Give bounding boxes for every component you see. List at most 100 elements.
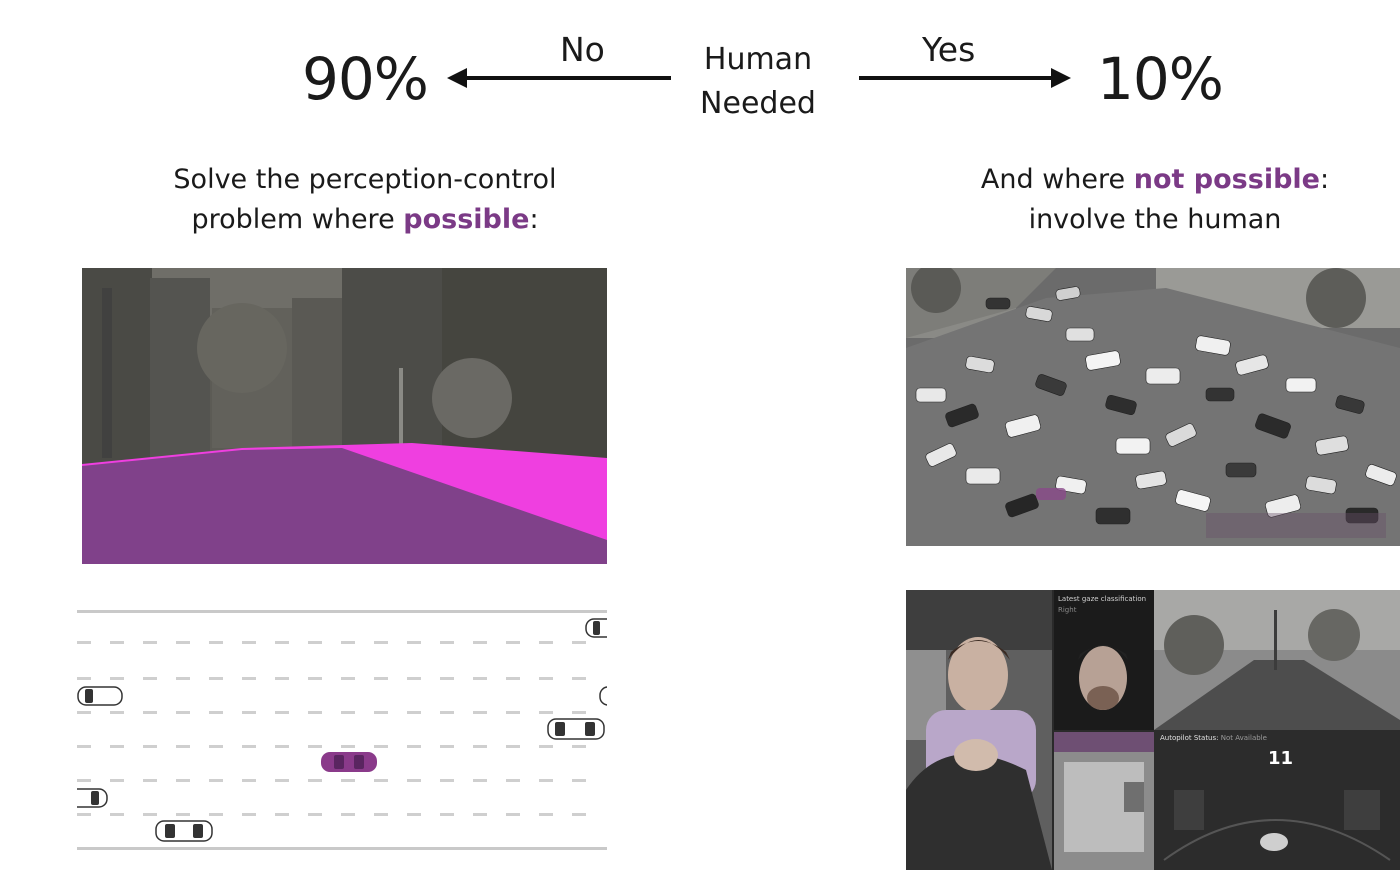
lane-marking — [407, 711, 421, 714]
intersection-car — [1065, 327, 1095, 342]
lane-marking — [539, 779, 553, 782]
traffic-car — [77, 686, 123, 706]
human-needed-label: Human Needed — [658, 38, 858, 126]
lane-marking — [374, 711, 388, 714]
lane-marking — [308, 745, 322, 748]
lane-marking — [539, 745, 553, 748]
lane-marking — [242, 711, 256, 714]
lane-marking — [473, 779, 487, 782]
intersection-car — [1195, 335, 1231, 356]
lane-marking — [143, 677, 157, 680]
lane-marking — [209, 779, 223, 782]
lane-marking — [341, 813, 355, 816]
left-percentage: 90% — [302, 45, 429, 113]
human-needed-line2: Needed — [700, 86, 816, 121]
right-arrow — [859, 68, 1071, 88]
ego-car — [321, 752, 377, 772]
lane-marking — [209, 813, 223, 816]
intersection-car — [1285, 377, 1317, 393]
lane-marking — [572, 711, 586, 714]
lane-marking — [572, 677, 586, 680]
lane-marking — [539, 677, 553, 680]
intersection-car — [1145, 367, 1181, 385]
autopilot-status: Autopilot Status: Not Available — [1160, 734, 1267, 742]
autopilot-status-value: Not Available — [1220, 734, 1267, 742]
intersection-car — [1105, 394, 1137, 416]
lane-marking — [110, 813, 124, 816]
intersection-car — [1085, 350, 1121, 371]
right-caption-text: And where — [980, 164, 1134, 195]
lane-marking — [539, 641, 553, 644]
left-caption: Solve the perception-control problem whe… — [120, 160, 610, 240]
lane-marking — [209, 711, 223, 714]
lane-marking — [275, 677, 289, 680]
lane-marking — [308, 779, 322, 782]
lane-marking — [176, 813, 190, 816]
intersection-car — [1115, 437, 1151, 455]
lane-marking — [506, 711, 520, 714]
lane-marking — [308, 711, 322, 714]
lane-marking — [143, 711, 157, 714]
intersection-car — [1365, 464, 1397, 486]
lane-marking — [440, 745, 454, 748]
lane-marking — [407, 745, 421, 748]
lane-marking — [440, 813, 454, 816]
lane-marking — [374, 813, 388, 816]
lane-marking — [506, 641, 520, 644]
traffic-car — [585, 618, 607, 638]
intersection-car — [1005, 414, 1041, 438]
intersection-car — [1345, 507, 1379, 524]
face-crop — [1078, 645, 1128, 710]
lane-marking — [275, 813, 289, 816]
lane-marking — [473, 641, 487, 644]
not-possible-highlight: not possible — [1133, 164, 1320, 195]
lane-marking — [77, 677, 91, 680]
lane-marking — [110, 641, 124, 644]
lane-marking — [473, 677, 487, 680]
intersection-car — [1255, 413, 1291, 439]
lane-marking — [77, 711, 91, 714]
lane-marking — [341, 745, 355, 748]
traffic-car — [547, 718, 605, 740]
lane-marking — [77, 641, 91, 644]
lane-marking — [308, 641, 322, 644]
left-caption-colon: : — [529, 204, 539, 235]
lane-marking — [308, 677, 322, 680]
intersection-car — [1225, 462, 1257, 478]
lane-marking — [110, 745, 124, 748]
lane-marking — [275, 641, 289, 644]
lane-marking — [176, 779, 190, 782]
lane-marking — [242, 813, 256, 816]
lane-marking — [572, 779, 586, 782]
autopilot-status-label: Autopilot Status: — [1160, 734, 1219, 742]
intersection-car — [1005, 493, 1039, 518]
intersection-car — [965, 356, 995, 373]
lane-marking — [407, 813, 421, 816]
lane-marking — [341, 641, 355, 644]
lane-marking — [176, 677, 190, 680]
no-arrow-label: No — [560, 30, 605, 69]
highway-simulation — [77, 605, 607, 855]
lane-marking — [77, 779, 91, 782]
driver-monitoring-collage: Latest gaze classification Right Autopil… — [906, 590, 1400, 870]
intersection-car — [1305, 475, 1337, 495]
intersection-car — [1265, 494, 1301, 518]
lane-marking — [209, 641, 223, 644]
lane-marking — [176, 711, 190, 714]
gaze-title: Latest gaze classification — [1058, 595, 1147, 603]
right-caption-line2: involve the human — [1028, 204, 1282, 235]
lane-marking — [572, 813, 586, 816]
lane-marking — [143, 779, 157, 782]
lane-marking — [572, 641, 586, 644]
intersection-car — [985, 297, 1011, 310]
lane-marking — [374, 677, 388, 680]
lane-marking — [275, 779, 289, 782]
right-caption-line1: And where not possible: — [930, 160, 1380, 200]
lane-marking — [77, 813, 91, 816]
lane-marking — [143, 745, 157, 748]
lane-marking — [506, 779, 520, 782]
dashboard-graphics — [1163, 790, 1391, 861]
intersection-car — [1205, 387, 1235, 402]
traffic-car — [155, 820, 213, 842]
human-needed-line1: Human — [703, 42, 813, 77]
